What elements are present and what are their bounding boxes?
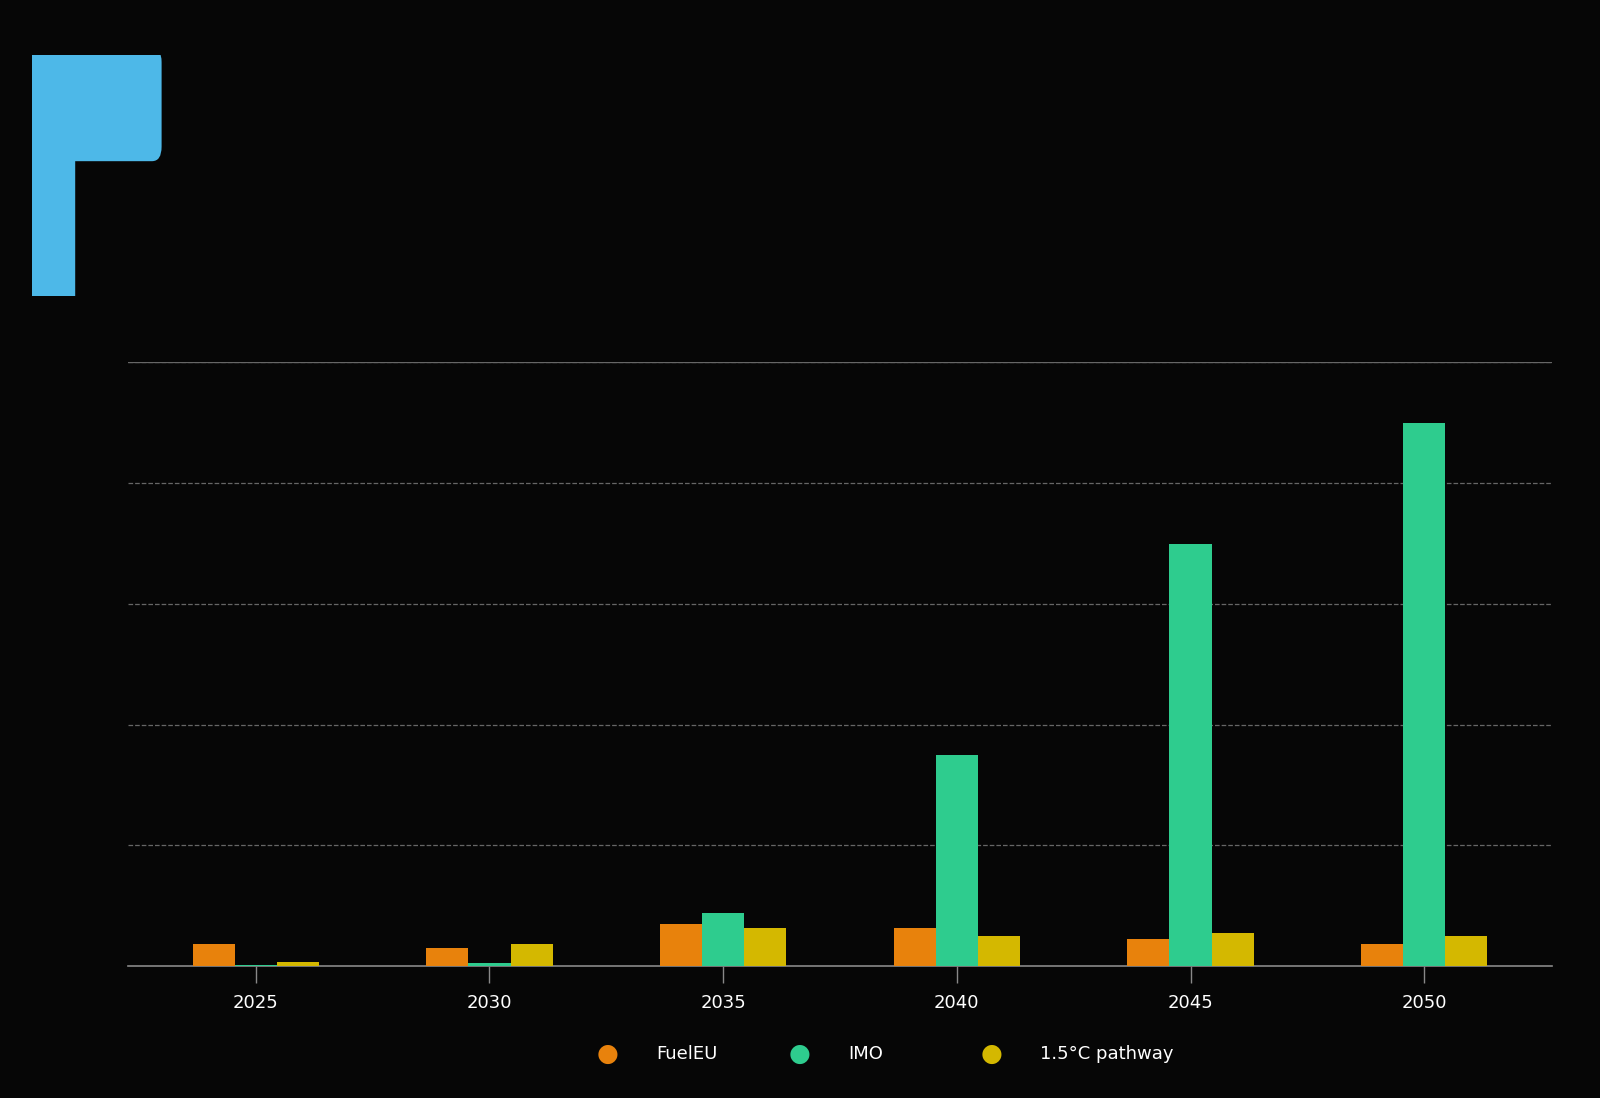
- Bar: [894, 929, 936, 966]
- Bar: [1128, 939, 1170, 966]
- Text: ●: ●: [981, 1042, 1003, 1066]
- Bar: [426, 948, 469, 966]
- Bar: [1403, 423, 1445, 966]
- Bar: [936, 755, 978, 966]
- Bar: [1170, 544, 1211, 966]
- Text: IMO: IMO: [848, 1045, 883, 1063]
- Bar: [192, 943, 235, 966]
- Bar: [510, 943, 552, 966]
- Text: FuelEU: FuelEU: [656, 1045, 717, 1063]
- Bar: [1445, 935, 1488, 966]
- Bar: [978, 935, 1019, 966]
- Text: ●: ●: [597, 1042, 619, 1066]
- Text: 1.5°C pathway: 1.5°C pathway: [1040, 1045, 1173, 1063]
- FancyBboxPatch shape: [22, 47, 162, 161]
- Bar: [469, 963, 510, 966]
- Bar: [702, 914, 744, 966]
- Bar: [661, 925, 702, 966]
- FancyBboxPatch shape: [24, 111, 75, 309]
- Bar: [277, 962, 318, 966]
- Bar: [1211, 933, 1254, 966]
- Text: ●: ●: [789, 1042, 811, 1066]
- Bar: [744, 929, 786, 966]
- Bar: [1362, 943, 1403, 966]
